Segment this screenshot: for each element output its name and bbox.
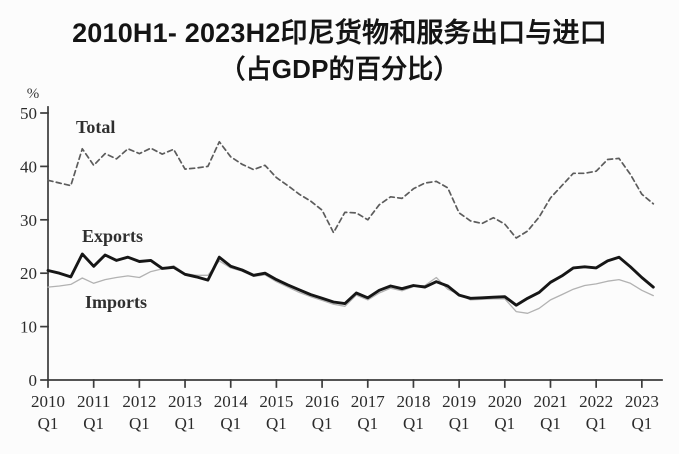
y-tick-label: 0 xyxy=(29,371,38,390)
x-tick-label-quarter: Q1 xyxy=(631,414,652,433)
x-tick-label-year: 2013 xyxy=(168,392,202,411)
x-tick-label-year: 2016 xyxy=(305,392,339,411)
x-tick-label-quarter: Q1 xyxy=(494,414,515,433)
x-tick-label-year: 2012 xyxy=(122,392,156,411)
series-label-exports: Exports xyxy=(82,226,143,246)
x-tick-label-year: 2011 xyxy=(77,392,110,411)
x-tick-label-year: 2017 xyxy=(351,392,386,411)
y-axis-unit-label: % xyxy=(27,86,40,102)
x-tick-label-quarter: Q1 xyxy=(449,414,470,433)
x-tick-label-quarter: Q1 xyxy=(38,414,59,433)
y-tick-label: 10 xyxy=(20,318,37,337)
chart-title-line2: （占GDP的百分比） xyxy=(219,53,460,84)
x-tick-label-quarter: Q1 xyxy=(357,414,378,433)
x-tick-label-year: 2021 xyxy=(533,392,567,411)
series-line-exports xyxy=(46,252,655,307)
y-tick-label: 30 xyxy=(20,211,37,230)
x-tick-label-year: 2022 xyxy=(579,392,613,411)
y-tick-label: 50 xyxy=(20,104,37,123)
x-tick-label-quarter: Q1 xyxy=(403,414,424,433)
y-tick-label: 20 xyxy=(20,264,37,283)
x-tick-label-quarter: Q1 xyxy=(129,414,150,433)
series-line-total xyxy=(47,140,655,239)
x-tick-label-quarter: Q1 xyxy=(312,414,333,433)
x-tick-label-quarter: Q1 xyxy=(220,414,241,433)
x-tick-label-quarter: Q1 xyxy=(586,414,607,433)
x-tick-label-quarter: Q1 xyxy=(266,414,287,433)
x-tick-label-quarter: Q1 xyxy=(540,414,561,433)
x-tick-label-year: 2019 xyxy=(442,392,476,411)
series-line-imports xyxy=(47,260,654,314)
x-tick-label-year: 2023 xyxy=(625,392,659,411)
series-label-imports: Imports xyxy=(85,292,147,312)
x-tick-label-year: 2010 xyxy=(31,392,65,411)
chart-title: 2010H1- 2023H2印尼货物和服务出口与进口 （占GDP的百分比） xyxy=(0,16,679,86)
series-label-total: Total xyxy=(76,117,115,137)
x-tick-label-year: 2014 xyxy=(214,392,249,411)
x-tick-label-year: 2018 xyxy=(396,392,430,411)
x-tick-label-quarter: Q1 xyxy=(83,414,104,433)
x-tick-label-year: 2015 xyxy=(259,392,293,411)
chart-title-line1: 2010H1- 2023H2印尼货物和服务出口与进口 xyxy=(72,18,607,48)
plot-generated-layer: 0 10 20 30 40 50 2010 Q1 2011 Q1 2012 Q1 2013 Q1 2014 Q… xyxy=(20,104,663,433)
x-tick-label-quarter: Q1 xyxy=(175,414,196,433)
y-tick-label: 40 xyxy=(20,157,37,176)
x-tick-label-year: 2020 xyxy=(488,392,522,411)
